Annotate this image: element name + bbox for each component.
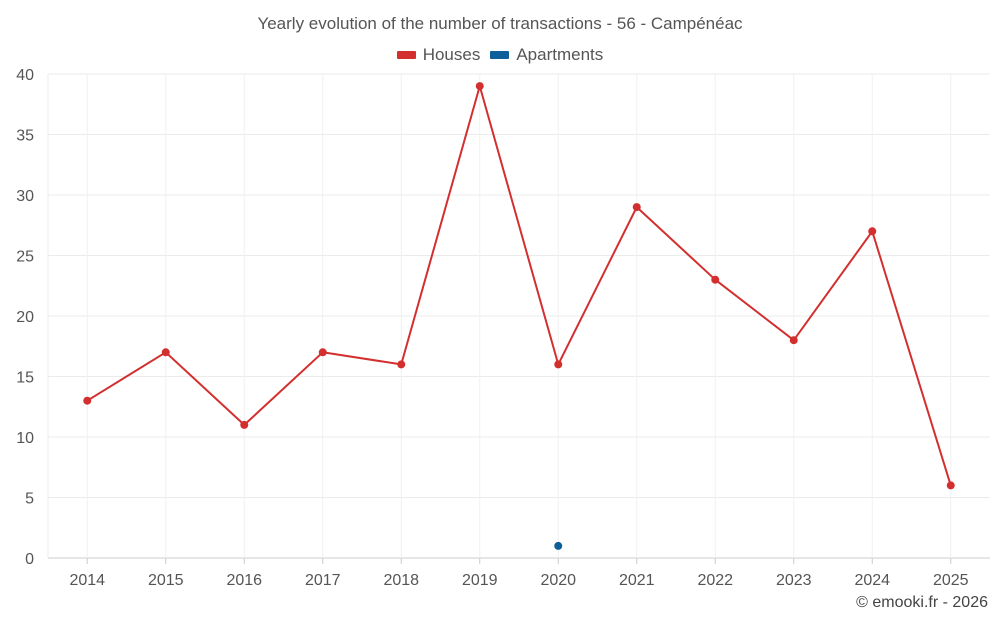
- legend-label-houses: Houses: [422, 45, 481, 64]
- data-point-houses: [554, 360, 563, 369]
- data-point-houses: [161, 348, 170, 357]
- x-tick-label: 2018: [383, 572, 419, 589]
- y-tick-label: 5: [25, 491, 34, 508]
- data-point-houses: [946, 481, 955, 490]
- data-point-apartments: [554, 541, 563, 550]
- x-tick-label: 2019: [462, 572, 498, 589]
- data-point-houses: [475, 82, 484, 91]
- y-tick-label: 40: [16, 67, 34, 84]
- legend-swatch-apartments: [490, 51, 510, 59]
- data-point-houses: [83, 396, 92, 405]
- x-tick-label: 2025: [933, 572, 969, 589]
- y-tick-label: 35: [16, 128, 34, 145]
- legend-item-apartments[interactable]: Apartments: [490, 45, 603, 65]
- chart-title: Yearly evolution of the number of transa…: [257, 14, 743, 33]
- legend-item-houses[interactable]: Houses: [396, 45, 481, 65]
- y-tick-label: 10: [16, 430, 34, 447]
- y-tick-label: 25: [16, 249, 34, 266]
- y-tick-label: 0: [25, 551, 34, 568]
- data-point-houses: [318, 348, 327, 357]
- legend: Houses Apartments: [0, 45, 1000, 65]
- series-line-houses: [86, 85, 952, 486]
- data-point-houses: [397, 360, 406, 369]
- x-tick-label: 2015: [148, 572, 184, 589]
- x-tick-label: 2024: [854, 572, 890, 589]
- data-point-houses: [789, 336, 798, 345]
- x-tick-label: 2016: [226, 572, 262, 589]
- x-tick-label: 2021: [619, 572, 655, 589]
- y-tick-label: 30: [16, 188, 34, 205]
- data-point-houses: [711, 275, 720, 284]
- data-point-houses: [240, 420, 249, 429]
- copyright-notice: © emooki.fr - 2026: [856, 594, 988, 611]
- x-tick-label: 2022: [697, 572, 733, 589]
- x-tick-label: 2014: [69, 572, 105, 589]
- y-tick-label: 20: [16, 309, 34, 326]
- legend-swatch-houses: [396, 51, 416, 59]
- x-tick-label: 2020: [540, 572, 576, 589]
- x-tick-label: 2017: [305, 572, 341, 589]
- legend-label-apartments: Apartments: [516, 45, 604, 64]
- y-tick-label: 15: [16, 370, 34, 387]
- data-point-houses: [868, 227, 877, 236]
- x-tick-label: 2023: [776, 572, 812, 589]
- data-point-houses: [632, 203, 641, 212]
